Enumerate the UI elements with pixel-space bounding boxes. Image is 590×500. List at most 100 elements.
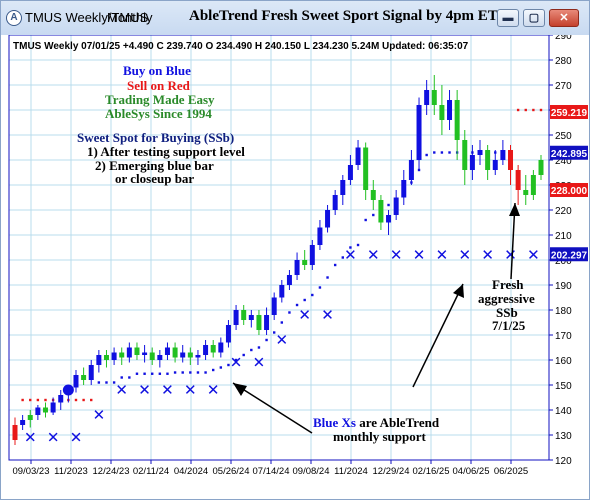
candle-body xyxy=(401,180,407,198)
support-dot xyxy=(29,398,32,402)
arrow-blue-xs-head xyxy=(233,383,247,396)
candle-body xyxy=(462,140,468,170)
price-axis: 1201301401501601701801902002102202302402… xyxy=(549,35,572,467)
candle-body xyxy=(27,415,33,420)
sweet-spot-step2: 2) Emerging blue bar xyxy=(95,158,214,173)
candle-body xyxy=(538,160,544,175)
monthly-support-marks: ✕ ✕ ✕ ✕ ✕ ✕ ✕ ✕ ✕ ✕ ✕ ✕ ✕ ✕ ✕ ✕ ✕ ✕ ✕ ✕ ✕ ✕ ✕ xyxy=(24,246,540,447)
candle-body xyxy=(210,345,216,353)
monthly-support-x: ✕ xyxy=(47,429,60,447)
candle-body xyxy=(454,100,460,140)
monthly-support-x: ✕ xyxy=(138,381,151,399)
support-dot xyxy=(143,372,146,375)
monthly-support-x: ✕ xyxy=(504,246,517,264)
candle-body xyxy=(218,342,224,353)
title-bar[interactable]: A TMUS Weekly/TMUS Monthly AbleTrend Fre… xyxy=(1,1,589,35)
candle-body xyxy=(508,150,514,170)
sweet-spot-step3: or closeup bar xyxy=(115,171,195,186)
candle-body xyxy=(187,352,193,358)
candle-body xyxy=(103,355,109,360)
support-dot xyxy=(36,398,40,402)
minimize-button[interactable]: ▬ xyxy=(497,9,519,27)
x-tick-label: 02/16/25 xyxy=(413,466,450,477)
monthly-support-x: ✕ xyxy=(207,381,220,399)
close-button[interactable]: ✕ xyxy=(549,9,579,27)
price-tag-label: 228.000 xyxy=(551,186,588,197)
candle-body xyxy=(180,352,186,358)
monthly-support-x: ✕ xyxy=(413,246,426,264)
y-tick-label: 170 xyxy=(555,331,572,342)
candle-body xyxy=(325,210,331,228)
sweet-spot-step1: 1) After testing support level xyxy=(87,144,245,159)
candle-body xyxy=(271,297,277,315)
candle-body xyxy=(378,200,384,223)
candle-body xyxy=(408,160,414,180)
monthly-support-x: ✕ xyxy=(70,429,83,447)
candle-body xyxy=(142,352,148,355)
minimize-icon: ▬ xyxy=(502,12,514,24)
arrow-monthly-line xyxy=(412,283,464,388)
candle-body xyxy=(88,365,94,380)
candle-body xyxy=(96,355,102,365)
support-dot xyxy=(151,372,154,375)
symbol-tab-weekly[interactable]: TMUS Weekly/TMUS xyxy=(25,10,149,25)
candle-body xyxy=(431,90,437,105)
monthly-support-x: ✕ xyxy=(115,381,128,399)
x-tick-label: 11/2024 xyxy=(334,466,368,477)
support-dot xyxy=(112,381,116,384)
support-dot xyxy=(189,371,192,374)
x-tick-label: 07/14/24 xyxy=(253,466,290,477)
candle-body xyxy=(12,425,18,440)
support-dot xyxy=(135,372,139,375)
candle-body xyxy=(424,90,430,105)
symbol-tab-monthly[interactable]: Monthly xyxy=(107,10,153,25)
candle-body xyxy=(317,227,323,245)
x-tick-label: 12/29/24 xyxy=(373,466,410,477)
y-tick-label: 210 xyxy=(555,231,572,242)
candle-body xyxy=(157,355,163,360)
monthly-support-x: ✕ xyxy=(436,246,449,264)
support-dot xyxy=(212,368,215,372)
arrow-ssb-head xyxy=(509,203,520,216)
monthly-support-x: ✕ xyxy=(253,354,266,372)
price-chart[interactable]: ✕ ✕ ✕ ✕ ✕ ✕ ✕ ✕ ✕ ✕ ✕ ✕ ✕ ✕ ✕ ✕ ✕ ✕ ✕ ✕ ✕ ✕ ✕ 120 130 140 150 160 1… xyxy=(1,35,589,499)
x-tick-label: 05/26/24 xyxy=(213,466,250,477)
support-dot xyxy=(204,371,207,374)
price-tag-box xyxy=(550,105,588,119)
support-dot xyxy=(97,381,101,384)
monthly-support-x: ✕ xyxy=(481,246,494,264)
support-dot xyxy=(90,398,93,402)
candle-body xyxy=(355,147,361,165)
maximize-icon: ▢ xyxy=(528,12,540,24)
support-dot xyxy=(516,108,520,112)
y-tick-label: 120 xyxy=(555,456,572,467)
blue-xs-note: Blue Xs are AbleTrend xyxy=(313,415,439,431)
arrow-blue-xs-line xyxy=(232,382,313,434)
monthly-support-x: ✕ xyxy=(458,246,471,264)
y-tick-label: 200 xyxy=(555,256,572,267)
legend-ablesys: AbleSys Since 1994 xyxy=(105,106,212,121)
support-dot xyxy=(265,338,268,342)
x-tick-label: 06/2025 xyxy=(494,466,528,477)
entry-signal-dot xyxy=(62,384,74,396)
candle-body xyxy=(309,245,315,265)
y-tick-label: 270 xyxy=(555,81,572,92)
monthly-support-x: ✕ xyxy=(24,429,37,447)
monthly-support-x: ✕ xyxy=(344,246,357,264)
support-dot xyxy=(288,311,291,314)
monthly-support-x: ✕ xyxy=(93,406,106,424)
candle-body xyxy=(20,420,26,425)
support-dot xyxy=(349,246,352,249)
candle-body xyxy=(485,150,491,170)
y-tick-label: 250 xyxy=(555,131,572,142)
ssb-note-date: 7/1/25 xyxy=(492,318,526,333)
maximize-button[interactable]: ▢ xyxy=(523,9,545,27)
support-dot xyxy=(166,372,169,375)
annotation-arrows xyxy=(232,202,520,434)
x-tick-label: 09/03/23 xyxy=(13,466,50,477)
support-dot xyxy=(364,218,367,222)
ssb-note-aggressive: aggressive xyxy=(478,291,535,306)
support-dot xyxy=(326,276,329,279)
candle-body xyxy=(347,165,353,180)
support-dot xyxy=(242,353,245,357)
